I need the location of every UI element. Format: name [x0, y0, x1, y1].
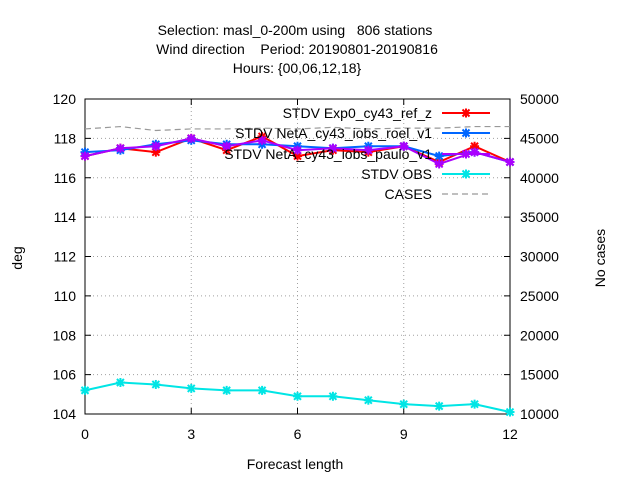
y2-tick-label: 30000	[520, 249, 559, 265]
y-tick-label: 106	[53, 367, 77, 383]
y2-tick-label: 10000	[520, 406, 559, 422]
data-point	[328, 391, 338, 401]
data-point	[115, 378, 125, 387]
data-point	[399, 399, 409, 409]
data-point	[470, 399, 480, 409]
legend-marker	[461, 108, 471, 118]
y2-tick-label: 35000	[520, 209, 559, 225]
x-tick-label: 0	[81, 426, 89, 442]
data-point	[222, 385, 232, 395]
data-point	[186, 383, 196, 393]
legend-marker	[461, 169, 471, 179]
y2-tick-label: 50000	[520, 91, 559, 107]
x-axis-label: Forecast length	[247, 456, 344, 472]
data-point	[293, 391, 302, 401]
data-point	[222, 141, 232, 151]
legend-marker	[461, 128, 471, 138]
data-point	[328, 143, 338, 153]
y-tick-label: 108	[53, 327, 77, 343]
data-point	[363, 395, 373, 405]
y-tick-label: 116	[54, 170, 77, 186]
legend-entry: STDV NetA_cy43_iobs_paulo_v1	[224, 146, 490, 162]
series-layer	[80, 125, 515, 417]
y-tick-label: 120	[53, 91, 77, 107]
legend-entry: CASES	[385, 186, 490, 202]
legend-label: STDV NetA_cy43_iobs_paulo_v1	[224, 146, 432, 162]
legend-label: STDV OBS	[361, 166, 432, 182]
y2-tick-label: 20000	[520, 327, 559, 343]
chart-title: Selection: masl_0-200m using 806 station…	[156, 22, 438, 76]
data-point	[505, 157, 515, 167]
legend-label: CASES	[385, 186, 432, 202]
data-point	[434, 151, 444, 161]
data-point	[505, 407, 515, 417]
legend: STDV Exp0_cy43_ref_z STDV NetA_cy43_iobs_…	[224, 105, 490, 202]
data-point	[151, 141, 161, 151]
x-tick-label: 9	[400, 426, 408, 442]
series-3	[80, 378, 515, 417]
y-tick-label: 112	[54, 249, 77, 265]
legend-label: STDV NetA_cy43_iobs_roel_v1	[235, 125, 432, 141]
legend-label: STDV Exp0_cy43_ref_z	[283, 105, 432, 121]
title-line-3: Hours: {00,06,12,18}	[233, 60, 362, 76]
x-tick-label: 3	[187, 426, 195, 442]
data-point	[115, 143, 125, 153]
data-point	[470, 147, 480, 157]
y2-tick-label: 25000	[520, 288, 559, 304]
series-4	[84, 125, 510, 132]
y2-axis-label: No cases	[592, 229, 608, 287]
data-point	[257, 135, 267, 145]
legend-marker	[461, 149, 471, 159]
y-tick-label: 118	[54, 130, 77, 146]
grid	[85, 99, 510, 414]
y2-tick-label: 40000	[520, 170, 559, 186]
y-tick-label: 114	[54, 209, 77, 225]
y-tick-label: 110	[54, 288, 77, 304]
data-point	[399, 141, 409, 151]
series-line	[84, 125, 510, 132]
data-point	[434, 159, 444, 169]
data-point	[80, 151, 90, 161]
ticks: 1041061081101121141161181201000015000200…	[53, 91, 560, 442]
legend-entry: STDV Exp0_cy43_ref_z	[283, 105, 490, 121]
title-line-2: Wind direction Period: 20190801-20190816	[156, 41, 438, 57]
y2-tick-label: 15000	[520, 367, 559, 383]
series-2	[80, 133, 515, 169]
y-tick-label: 104	[53, 406, 77, 422]
x-tick-label: 6	[294, 426, 302, 442]
y2-tick-label: 45000	[520, 130, 559, 146]
data-point	[80, 385, 90, 395]
legend-entry: STDV OBS	[361, 166, 490, 182]
data-point	[434, 401, 444, 411]
data-point	[363, 145, 373, 155]
y-axis-label: deg	[9, 246, 25, 269]
legend-entry: STDV NetA_cy43_iobs_roel_v1	[235, 125, 490, 141]
data-point	[257, 385, 267, 395]
data-point	[186, 133, 196, 143]
data-point	[151, 379, 161, 389]
data-point	[293, 145, 302, 155]
title-line-1: Selection: masl_0-200m using 806 station…	[158, 22, 433, 38]
x-tick-label: 12	[502, 426, 518, 442]
